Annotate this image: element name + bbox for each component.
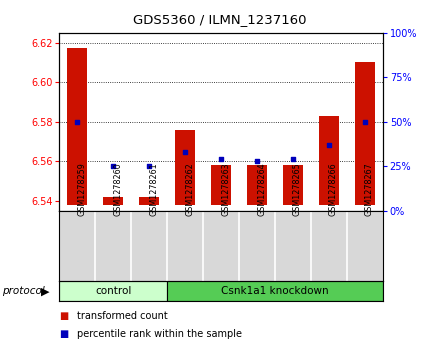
Text: GSM1278263: GSM1278263	[221, 163, 230, 216]
Point	[110, 163, 117, 169]
Bar	[211, 165, 231, 205]
Point	[218, 156, 225, 162]
Bar	[59, 281, 167, 301]
Text: GSM1278266: GSM1278266	[329, 163, 338, 216]
Text: GSM1278262: GSM1278262	[185, 163, 194, 216]
Bar	[139, 197, 159, 205]
Bar	[67, 49, 87, 205]
Text: control: control	[95, 286, 132, 296]
Bar	[175, 130, 195, 205]
Text: GSM1278261: GSM1278261	[149, 163, 158, 216]
Point	[146, 163, 153, 169]
Bar	[103, 197, 123, 205]
Text: protocol: protocol	[2, 286, 45, 296]
Text: Csnk1a1 knockdown: Csnk1a1 knockdown	[221, 286, 329, 296]
Text: ■: ■	[59, 311, 69, 321]
Bar	[167, 281, 383, 301]
Text: GDS5360 / ILMN_1237160: GDS5360 / ILMN_1237160	[133, 13, 307, 26]
Point	[361, 119, 368, 125]
Text: ■: ■	[59, 329, 69, 339]
Bar	[319, 116, 339, 205]
Text: GSM1278267: GSM1278267	[365, 163, 374, 216]
Point	[290, 156, 297, 162]
Text: transformed count: transformed count	[77, 311, 168, 321]
Point	[253, 158, 260, 164]
Bar	[283, 165, 303, 205]
Text: GSM1278259: GSM1278259	[77, 162, 86, 216]
Text: ▶: ▶	[40, 286, 49, 296]
Point	[182, 149, 189, 155]
Bar	[355, 62, 375, 205]
Text: GSM1278260: GSM1278260	[114, 163, 122, 216]
Text: GSM1278265: GSM1278265	[293, 163, 302, 216]
Point	[74, 119, 81, 125]
Text: GSM1278264: GSM1278264	[257, 163, 266, 216]
Point	[326, 142, 333, 148]
Bar	[247, 165, 267, 205]
Text: percentile rank within the sample: percentile rank within the sample	[77, 329, 242, 339]
